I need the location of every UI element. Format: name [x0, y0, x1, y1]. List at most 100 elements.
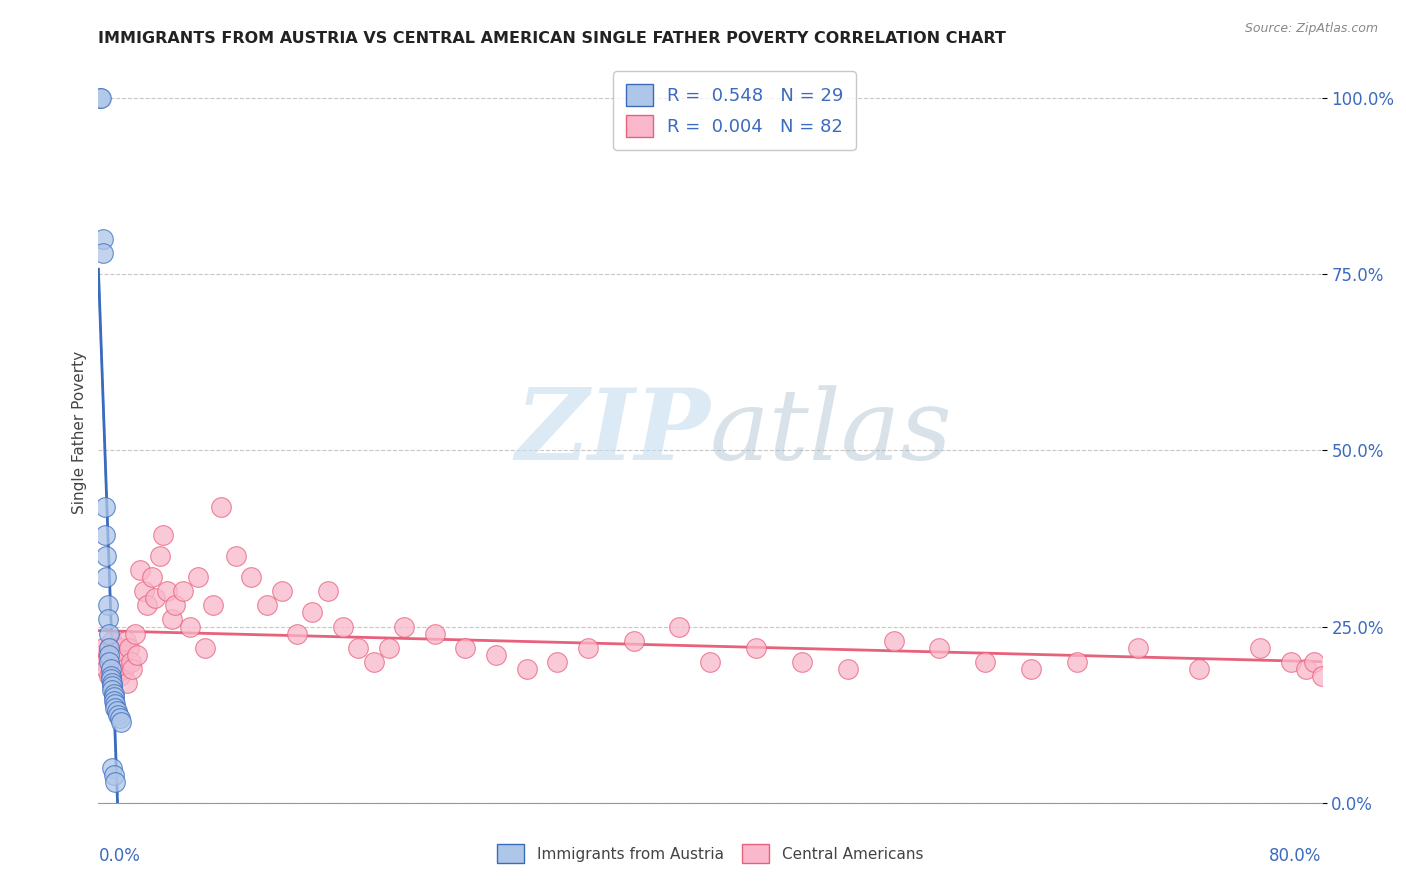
Text: 80.0%: 80.0%: [1270, 847, 1322, 865]
Point: [883, 633, 905, 648]
Point: [974, 655, 997, 669]
Point: [363, 655, 385, 669]
Point: [103, 693, 125, 707]
Point: [256, 599, 278, 613]
Point: [98, 655, 121, 669]
Point: [745, 640, 768, 655]
Legend: Immigrants from Austria, Central Americans: Immigrants from Austria, Central America…: [491, 838, 929, 869]
Point: [107, 648, 129, 662]
Point: [101, 676, 124, 690]
Point: [105, 704, 128, 718]
Point: [1303, 655, 1326, 669]
Point: [91, 232, 114, 246]
Point: [332, 619, 354, 633]
Point: [392, 619, 416, 633]
Point: [121, 662, 143, 676]
Point: [94, 570, 117, 584]
Point: [100, 655, 122, 669]
Point: [89, 91, 111, 105]
Point: [93, 528, 115, 542]
Y-axis label: Single Father Poverty: Single Father Poverty: [72, 351, 87, 514]
Point: [576, 640, 599, 655]
Point: [1249, 640, 1271, 655]
Point: [103, 767, 125, 781]
Point: [100, 669, 122, 683]
Point: [100, 673, 122, 687]
Point: [546, 655, 568, 669]
Point: [98, 648, 121, 662]
Point: [163, 599, 186, 613]
Point: [107, 707, 129, 722]
Point: [1066, 655, 1088, 669]
Point: [1128, 640, 1150, 655]
Point: [112, 662, 135, 676]
Point: [194, 640, 217, 655]
Point: [285, 626, 308, 640]
Point: [156, 584, 179, 599]
Point: [209, 500, 232, 514]
Point: [152, 528, 174, 542]
Point: [1279, 655, 1302, 669]
Point: [485, 648, 508, 662]
Point: [101, 676, 124, 690]
Point: [143, 591, 166, 606]
Point: [101, 680, 124, 694]
Point: [118, 640, 141, 655]
Point: [1019, 662, 1042, 676]
Point: [125, 648, 148, 662]
Point: [100, 662, 122, 676]
Point: [101, 633, 124, 648]
Point: [103, 690, 125, 704]
Point: [301, 606, 323, 620]
Point: [104, 697, 127, 711]
Text: IMMIGRANTS FROM AUSTRIA VS CENTRAL AMERICAN SINGLE FATHER POVERTY CORRELATION CH: IMMIGRANTS FROM AUSTRIA VS CENTRAL AMERI…: [98, 31, 1007, 46]
Point: [454, 640, 477, 655]
Point: [93, 500, 115, 514]
Point: [94, 549, 117, 563]
Point: [623, 633, 645, 648]
Text: Source: ZipAtlas.com: Source: ZipAtlas.com: [1244, 22, 1378, 36]
Point: [240, 570, 263, 584]
Point: [790, 655, 813, 669]
Point: [104, 774, 127, 789]
Point: [107, 662, 129, 676]
Point: [105, 655, 128, 669]
Point: [97, 599, 120, 613]
Point: [97, 648, 120, 662]
Point: [98, 626, 121, 640]
Point: [94, 662, 117, 676]
Point: [179, 619, 201, 633]
Text: ZIP: ZIP: [515, 384, 710, 481]
Point: [1188, 662, 1211, 676]
Point: [108, 669, 131, 683]
Point: [90, 91, 112, 105]
Point: [110, 640, 132, 655]
Point: [136, 599, 159, 613]
Point: [105, 640, 128, 655]
Point: [103, 686, 125, 700]
Point: [928, 640, 950, 655]
Point: [160, 612, 183, 626]
Point: [104, 669, 127, 683]
Text: atlas: atlas: [710, 385, 953, 480]
Point: [91, 245, 114, 260]
Point: [187, 570, 209, 584]
Point: [1295, 662, 1317, 676]
Point: [115, 633, 138, 648]
Point: [101, 683, 124, 698]
Point: [668, 619, 690, 633]
Point: [93, 655, 115, 669]
Point: [91, 640, 114, 655]
Point: [124, 626, 146, 640]
Point: [111, 648, 134, 662]
Point: [316, 584, 339, 599]
Point: [128, 563, 150, 577]
Point: [120, 655, 142, 669]
Point: [104, 700, 127, 714]
Point: [699, 655, 721, 669]
Point: [423, 626, 446, 640]
Point: [347, 640, 370, 655]
Point: [202, 599, 225, 613]
Point: [1310, 669, 1333, 683]
Point: [378, 640, 401, 655]
